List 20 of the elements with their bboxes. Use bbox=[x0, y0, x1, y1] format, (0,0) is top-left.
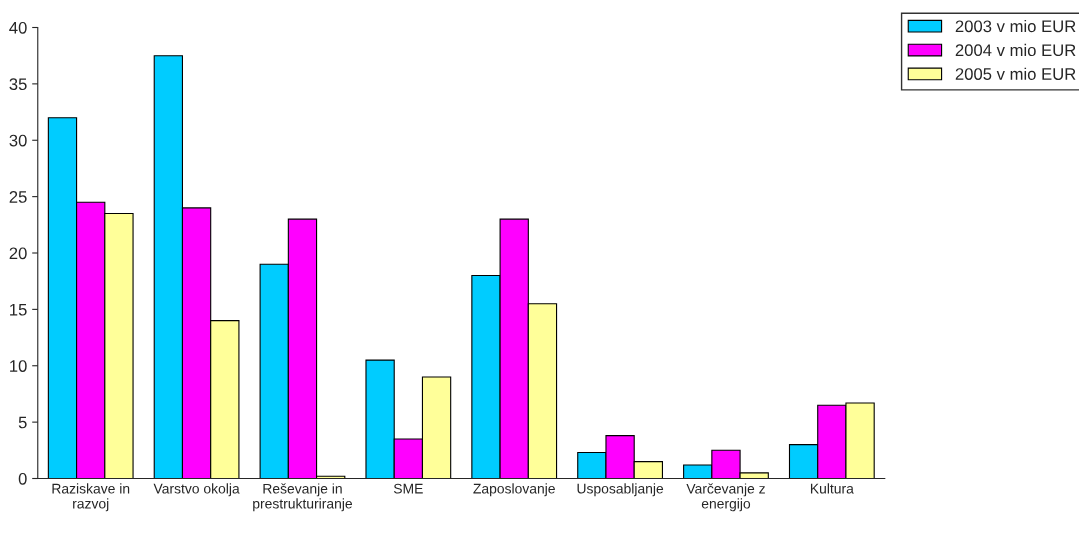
x-tick-label: Kultura bbox=[810, 483, 854, 494]
x-tick-label: Usposabljanje bbox=[577, 483, 664, 497]
y-tick-label: 30 bbox=[9, 134, 27, 147]
x-tick-label: Varstvo okolja bbox=[153, 483, 240, 497]
x-tick-label: Raziskave in razvoj bbox=[52, 483, 130, 512]
legend-label: 2004 v mio EUR bbox=[955, 43, 1076, 57]
y-tick-label: 20 bbox=[9, 247, 27, 260]
y-tick-label: 0 bbox=[18, 472, 27, 485]
x-tick-label: Varčevanje z energijo bbox=[686, 483, 765, 512]
y-tick-label: 35 bbox=[9, 78, 27, 91]
x-tick-label: Reševanje in prestrukturiranje bbox=[253, 483, 353, 512]
x-tick-label: Zaposlovanje bbox=[473, 483, 555, 497]
y-tick-label: 25 bbox=[9, 191, 27, 203]
legend-label: 2003 v mio EUR bbox=[955, 19, 1076, 33]
y-tick-label: 40 bbox=[9, 21, 27, 34]
y-tick-label: 5 bbox=[18, 416, 27, 429]
x-tick-label: SME bbox=[393, 483, 423, 494]
y-tick-label: 10 bbox=[10, 360, 27, 372]
legend-label: 2005 v mio EUR bbox=[955, 67, 1076, 80]
y-tick-label: 15 bbox=[10, 303, 27, 316]
